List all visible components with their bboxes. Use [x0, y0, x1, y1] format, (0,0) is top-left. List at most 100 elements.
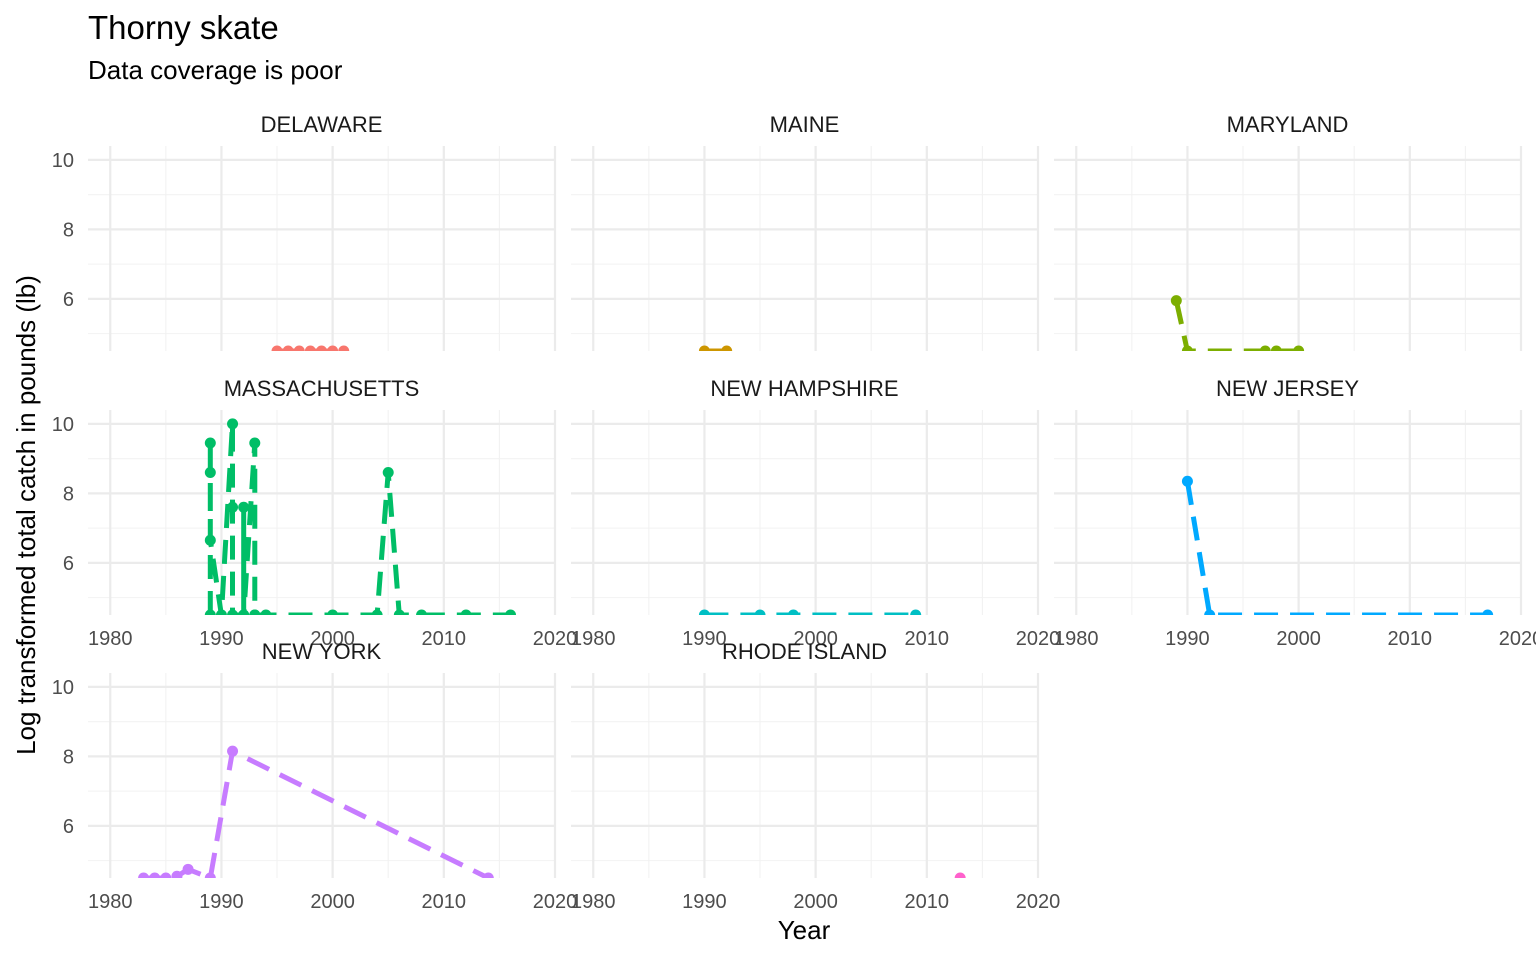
data-point [204, 534, 216, 546]
x-tick-label: 2020 [1016, 628, 1061, 650]
data-point [1482, 609, 1494, 615]
data-point [238, 501, 250, 513]
x-tick-label: 1990 [1165, 628, 1210, 650]
facet-panel-new-jersey: NEW JERSEY 1980 1990 2000 2010 2020 [1054, 376, 1536, 650]
data-point [249, 609, 261, 615]
facet-label: DELAWARE [261, 112, 383, 137]
chart-title: Thorny skate [88, 9, 279, 46]
y-tick-label: 8 [63, 483, 74, 505]
y-tick-label: 10 [52, 414, 74, 436]
x-tick-label: 1980 [571, 628, 616, 650]
series-delaware [271, 345, 350, 351]
x-tick-label: 2010 [422, 628, 467, 650]
data-point [249, 437, 261, 449]
x-tick-label: 2000 [793, 891, 838, 913]
x-tick-label: 1990 [682, 628, 727, 650]
data-point [316, 345, 327, 351]
data-point [204, 872, 216, 878]
series-line [1173, 300, 1299, 351]
facet-panel-delaware: DELAWARE 6 8 10 [52, 112, 557, 351]
data-point [304, 345, 316, 351]
data-point [204, 467, 216, 479]
series-new-jersey [1181, 475, 1494, 615]
facet-panel-maryland: MARYLAND [1054, 112, 1523, 351]
data-point [393, 609, 405, 615]
series-massachusetts [204, 418, 517, 615]
facet-panel-new-hampshire: NEW HAMPSHIRE 1980 1990 2000 2010 2020 [571, 376, 1060, 650]
x-tick-label: 2020 [533, 891, 578, 913]
facet-label: NEW JERSEY [1216, 376, 1359, 401]
x-tick-label: 1990 [682, 891, 727, 913]
facet-panel-rhode-island: RHODE ISLAND 1980 1990 2000 2010 2020 [571, 639, 1060, 913]
series-maine [698, 345, 733, 351]
data-point [204, 609, 216, 615]
series-maryland [1170, 295, 1305, 351]
y-tick-label: 6 [63, 553, 74, 575]
data-point [182, 863, 194, 875]
chart-subtitle: Data coverage is poor [88, 55, 343, 85]
data-point [1270, 345, 1282, 351]
data-point [215, 609, 227, 615]
x-tick-label: 1990 [199, 628, 244, 650]
data-point [327, 345, 339, 351]
data-point [160, 872, 172, 878]
data-point [382, 467, 394, 479]
data-point [698, 609, 710, 615]
facet-label: MAINE [770, 112, 840, 137]
data-point [138, 872, 150, 878]
data-point [1170, 295, 1182, 307]
x-tick-label: 2000 [793, 628, 838, 650]
facet-panel-new-york: NEW YORK 6 8 10 1980 1990 2000 2010 2020 [52, 639, 578, 913]
x-tick-label: 2020 [1499, 628, 1536, 650]
data-point [416, 609, 428, 615]
data-point [698, 345, 710, 351]
x-tick-label: 2020 [533, 628, 578, 650]
data-point [910, 609, 922, 615]
x-tick-label: 2010 [422, 891, 467, 913]
data-point [1181, 475, 1193, 487]
x-tick-label: 2010 [905, 628, 950, 650]
data-point [1259, 345, 1271, 351]
series-line [207, 421, 511, 615]
x-tick-label: 2000 [1276, 628, 1321, 650]
data-point [338, 345, 350, 351]
y-tick-label: 6 [63, 289, 74, 311]
data-point [204, 437, 216, 449]
data-point [505, 609, 517, 615]
data-point [1181, 345, 1193, 351]
x-tick-label: 1980 [571, 891, 616, 913]
data-point [282, 345, 294, 351]
data-point [271, 345, 283, 351]
data-point [227, 745, 239, 757]
x-tick-label: 2010 [905, 891, 950, 913]
series-new-hampshire [698, 609, 922, 615]
data-point [721, 345, 733, 351]
facet-panel-maine: MAINE [571, 112, 1040, 351]
y-tick-label: 10 [52, 150, 74, 172]
x-tick-label: 2000 [310, 891, 355, 913]
y-axis-title: Log transformed total catch in pounds (l… [11, 275, 41, 755]
data-point [1293, 345, 1305, 351]
data-point [371, 609, 383, 615]
data-point [260, 609, 272, 615]
data-point [754, 609, 766, 615]
x-tick-label: 1990 [199, 891, 244, 913]
facet-panel-massachusetts: MASSACHUSETTS 6 8 10 1980 1990 2000 2010 2020 [52, 376, 578, 650]
x-tick-label: 1980 [88, 891, 133, 913]
series-rhode-island [954, 872, 966, 878]
facet-label: NEW HAMPSHIRE [710, 376, 898, 401]
y-tick-label: 10 [52, 677, 74, 699]
facet-label: MASSACHUSETTS [224, 376, 420, 401]
x-axis-title: Year [778, 915, 831, 945]
data-point [954, 872, 966, 878]
facet-label: NEW YORK [262, 639, 382, 664]
facet-panels: DELAWARE 6 8 10 MAINE MARYLAND MASSACHUSETTS 6 8… [52, 112, 1536, 913]
y-tick-label: 8 [63, 219, 74, 241]
data-point [293, 345, 305, 351]
data-point [1204, 609, 1216, 615]
x-tick-label: 2020 [1016, 891, 1061, 913]
data-point [227, 609, 239, 615]
data-point [787, 609, 799, 615]
x-tick-label: 1980 [88, 628, 133, 650]
data-point [460, 609, 472, 615]
